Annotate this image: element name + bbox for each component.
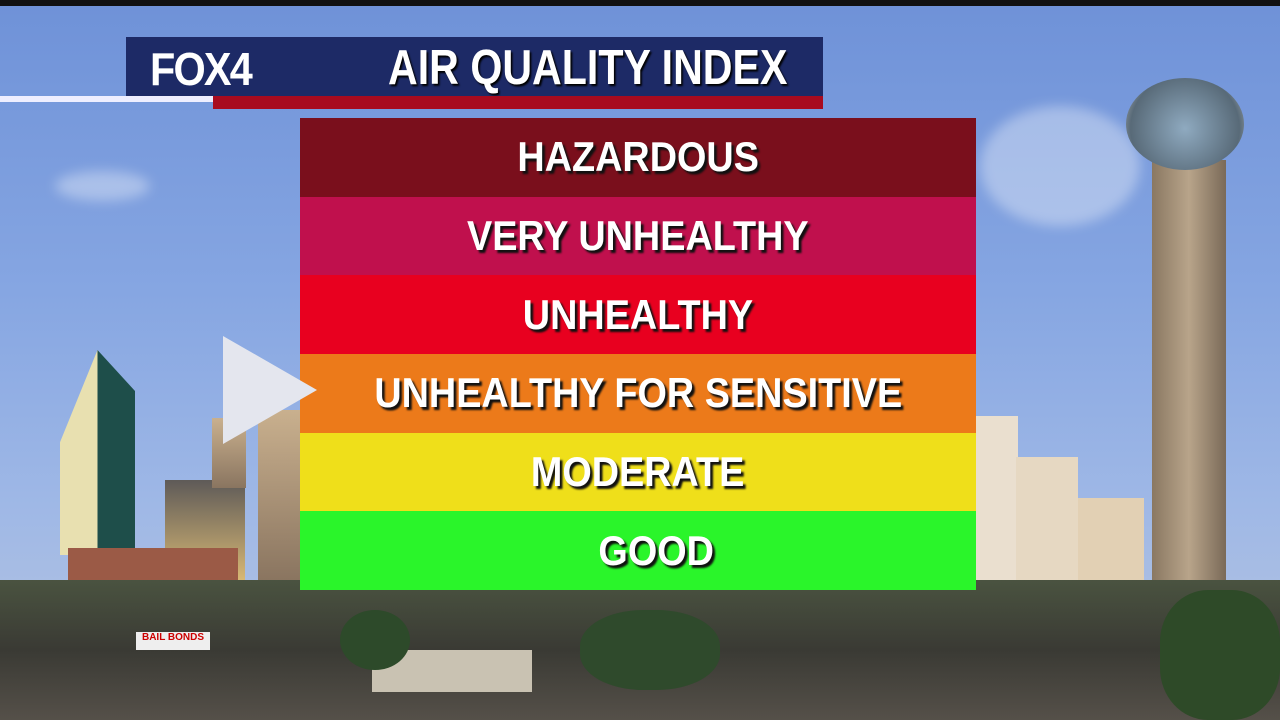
page-title: AIR QUALITY INDEX (388, 41, 788, 95)
building (976, 416, 1018, 581)
reunion-tower-shaft (1152, 160, 1226, 582)
ground: BAIL BONDS (0, 580, 1280, 720)
header-accent-bar (213, 96, 823, 109)
aqi-scale: HAZARDOUS VERY UNHEALTHY UNHEALTHY UNHEA… (300, 118, 976, 591)
reunion-tower-ball (1126, 78, 1244, 170)
level-label: HAZARDOUS (517, 133, 759, 181)
top-border (0, 0, 1280, 6)
header-accent-line (0, 96, 213, 102)
level-label: UNHEALTHY (522, 290, 754, 338)
level-label: VERY UNHEALTHY (467, 212, 809, 260)
bail-bonds-sign: BAIL BONDS (136, 632, 210, 650)
building (1016, 457, 1078, 581)
current-level-arrow-icon (223, 336, 317, 444)
aqi-level-hazardous: HAZARDOUS (300, 118, 976, 197)
aqi-level-unhealthy: UNHEALTHY (300, 275, 976, 355)
level-label: UNHEALTHY FOR SENSITIVE (374, 369, 902, 417)
fox4-logo: FOX4 (150, 43, 253, 95)
aqi-level-very-unhealthy: VERY UNHEALTHY (300, 196, 976, 276)
header-bar (126, 37, 823, 96)
level-label: MODERATE (531, 448, 745, 496)
building (1078, 498, 1144, 581)
aqi-level-good: GOOD (300, 511, 976, 591)
aqi-level-moderate: MODERATE (300, 432, 976, 512)
level-label: GOOD (598, 526, 714, 574)
aqi-level-unhealthy-sensitive: UNHEALTHY FOR SENSITIVE (300, 354, 976, 433)
